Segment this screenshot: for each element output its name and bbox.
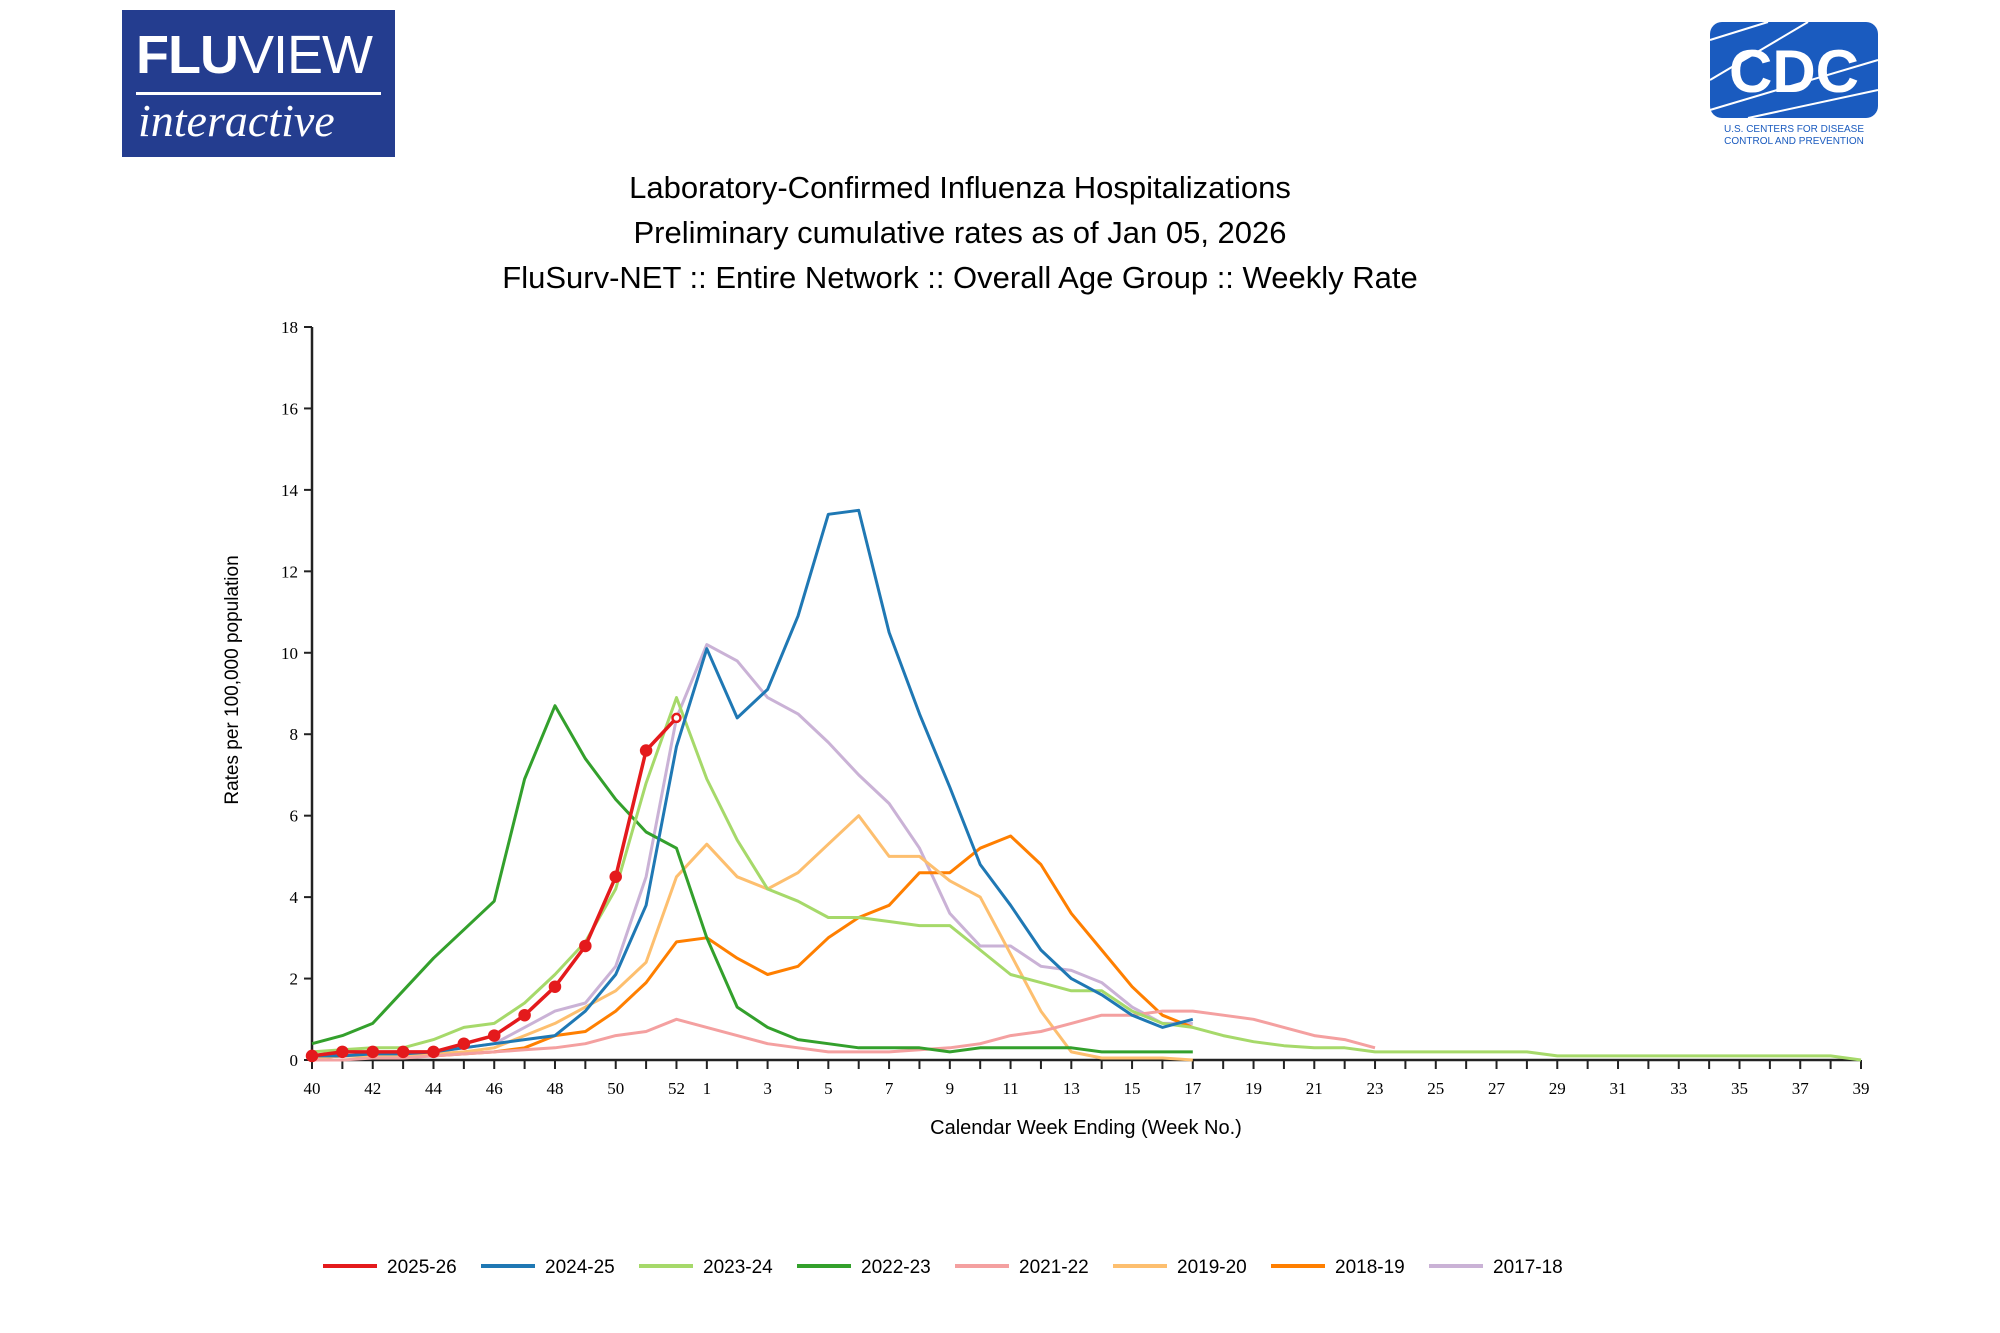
x-tick-label: 17: [1184, 1079, 1202, 1098]
y-tick-label: 4: [290, 888, 299, 907]
legend-item-2024-25: 2024-25: [481, 1257, 615, 1278]
x-tick-label: 46: [486, 1079, 503, 1098]
x-tick-label: 29: [1549, 1079, 1566, 1098]
series-line-2023-24: [311, 696, 1862, 1062]
y-tick-label: 0: [290, 1051, 299, 1070]
x-tick-label: 25: [1427, 1079, 1444, 1098]
legend-label: 2024-25: [545, 1257, 615, 1278]
legend-item-2018-19: 2018-19: [1271, 1257, 1405, 1278]
legend-label: 2018-19: [1335, 1257, 1405, 1278]
cdc-logo-text: CDC: [1729, 38, 1859, 105]
x-tick-label: 23: [1367, 1079, 1384, 1098]
data-point-2025-26: [336, 1045, 349, 1059]
svg-text:CONTROL AND PREVENTION: CONTROL AND PREVENTION: [1724, 136, 1864, 147]
fluview-logo-subtext: interactive: [138, 95, 335, 146]
legend-label: 2019-20: [1177, 1257, 1247, 1278]
legend-label: 2017-18: [1493, 1257, 1563, 1278]
legend-item-2019-20: 2019-20: [1113, 1257, 1247, 1278]
y-tick-label: 14: [281, 481, 299, 500]
legend-label: 2022-23: [861, 1257, 931, 1278]
x-tick-label: 35: [1731, 1079, 1748, 1098]
data-point-2025-26: [487, 1029, 501, 1042]
y-axis-label: Rates per 100,000 population: [222, 555, 243, 804]
x-tick-label: 39: [1853, 1079, 1870, 1098]
x-tick-label: 52: [668, 1079, 685, 1098]
data-point-2025-26: [639, 744, 653, 757]
x-tick-label: 40: [304, 1079, 321, 1098]
legend-label: 2025-26: [387, 1257, 457, 1278]
x-tick-label: 11: [1002, 1079, 1018, 1098]
x-tick-label: 13: [1063, 1079, 1080, 1098]
data-point-2025-26: [671, 712, 682, 724]
x-tick-label: 33: [1670, 1079, 1687, 1098]
data-point-2025-26: [579, 939, 592, 953]
series-line-2019-20: [311, 814, 1193, 1062]
series-line-2021-22: [312, 1009, 1376, 1062]
legend: 2025-26 2024-25 2023-24 2022-23 2021-22 2019-…: [323, 1257, 1563, 1278]
legend-label: 2023-24: [703, 1257, 773, 1278]
x-tick-label: 15: [1124, 1079, 1141, 1098]
x-tick-label: 19: [1245, 1079, 1262, 1098]
legend-item-2017-18: 2017-18: [1429, 1257, 1563, 1278]
data-point-2025-26: [457, 1037, 471, 1050]
data-point-2025-26: [427, 1045, 440, 1059]
fluview-logo: FLUVIEW interactive: [122, 10, 395, 157]
series-lines: [305, 508, 1862, 1063]
x-tick-label: 21: [1306, 1079, 1323, 1098]
x-tick-label: 48: [546, 1079, 563, 1098]
svg-text:U.S. CENTERS FOR DISEASE: U.S. CENTERS FOR DISEASE: [1724, 124, 1864, 135]
x-tick-label: 7: [885, 1079, 894, 1098]
y-tick-label: 8: [290, 725, 299, 744]
x-tick-label: 42: [364, 1079, 381, 1098]
y-tick-label: 18: [281, 318, 298, 337]
data-point-2025-26: [518, 1008, 531, 1022]
chart-subtitle-2: FluSurv-NET :: Entire Network :: Overall…: [502, 260, 1418, 295]
data-point-2025-26: [396, 1045, 410, 1059]
legend-item-2022-23: 2022-23: [797, 1257, 931, 1278]
cdc-logo: CDC U.S. CENTERS FOR DISEASE CONTROL AND…: [1709, 21, 1879, 147]
x-axis-label: Calendar Week Ending (Week No.): [930, 1117, 1242, 1139]
x-tick-label: 37: [1792, 1079, 1810, 1098]
y-tick-label: 10: [281, 644, 298, 663]
series-line-2022-23: [311, 704, 1193, 1054]
legend-label: 2021-22: [1019, 1257, 1089, 1278]
y-tick-label: 12: [281, 562, 298, 581]
y-tick-label: 16: [281, 399, 298, 418]
data-point-2025-26: [548, 980, 562, 993]
legend-item-2023-24: 2023-24: [639, 1257, 773, 1278]
legend-item-2021-22: 2021-22: [955, 1257, 1089, 1278]
y-tick-label: 6: [290, 807, 299, 826]
y-axis: 0 2 4 6 8 10 12 14 16 18: [281, 318, 314, 1070]
x-axis: 40 42 44 46 48 50 52 1 3 5 7 9 11 13 15 17 19 21 23 25 27 29 3…: [304, 1058, 1870, 1098]
x-tick-label: 31: [1610, 1079, 1627, 1098]
fluview-logo-rule: [136, 92, 381, 95]
x-tick-label: 3: [763, 1079, 772, 1098]
data-point-2025-26: [305, 1049, 319, 1063]
x-tick-label: 27: [1488, 1079, 1506, 1098]
x-tick-label: 44: [425, 1079, 443, 1098]
data-point-2025-26: [366, 1045, 379, 1059]
legend-item-2025-26: 2025-26: [323, 1257, 457, 1278]
chart-title: Laboratory-Confirmed Influenza Hospitali…: [629, 170, 1291, 205]
x-tick-label: 50: [607, 1079, 624, 1098]
chart-subtitle: Preliminary cumulative rates as of Jan 0…: [633, 215, 1287, 250]
series-line-2017-18: [311, 643, 1193, 1060]
x-tick-label: 9: [946, 1079, 955, 1098]
y-tick-label: 2: [290, 970, 299, 989]
series-line-2024-25: [312, 508, 1194, 1058]
data-point-2025-26: [609, 870, 622, 883]
x-tick-label: 5: [824, 1079, 833, 1098]
x-tick-label: 1: [703, 1079, 712, 1098]
fluview-logo-text: FLUVIEW: [136, 25, 373, 85]
